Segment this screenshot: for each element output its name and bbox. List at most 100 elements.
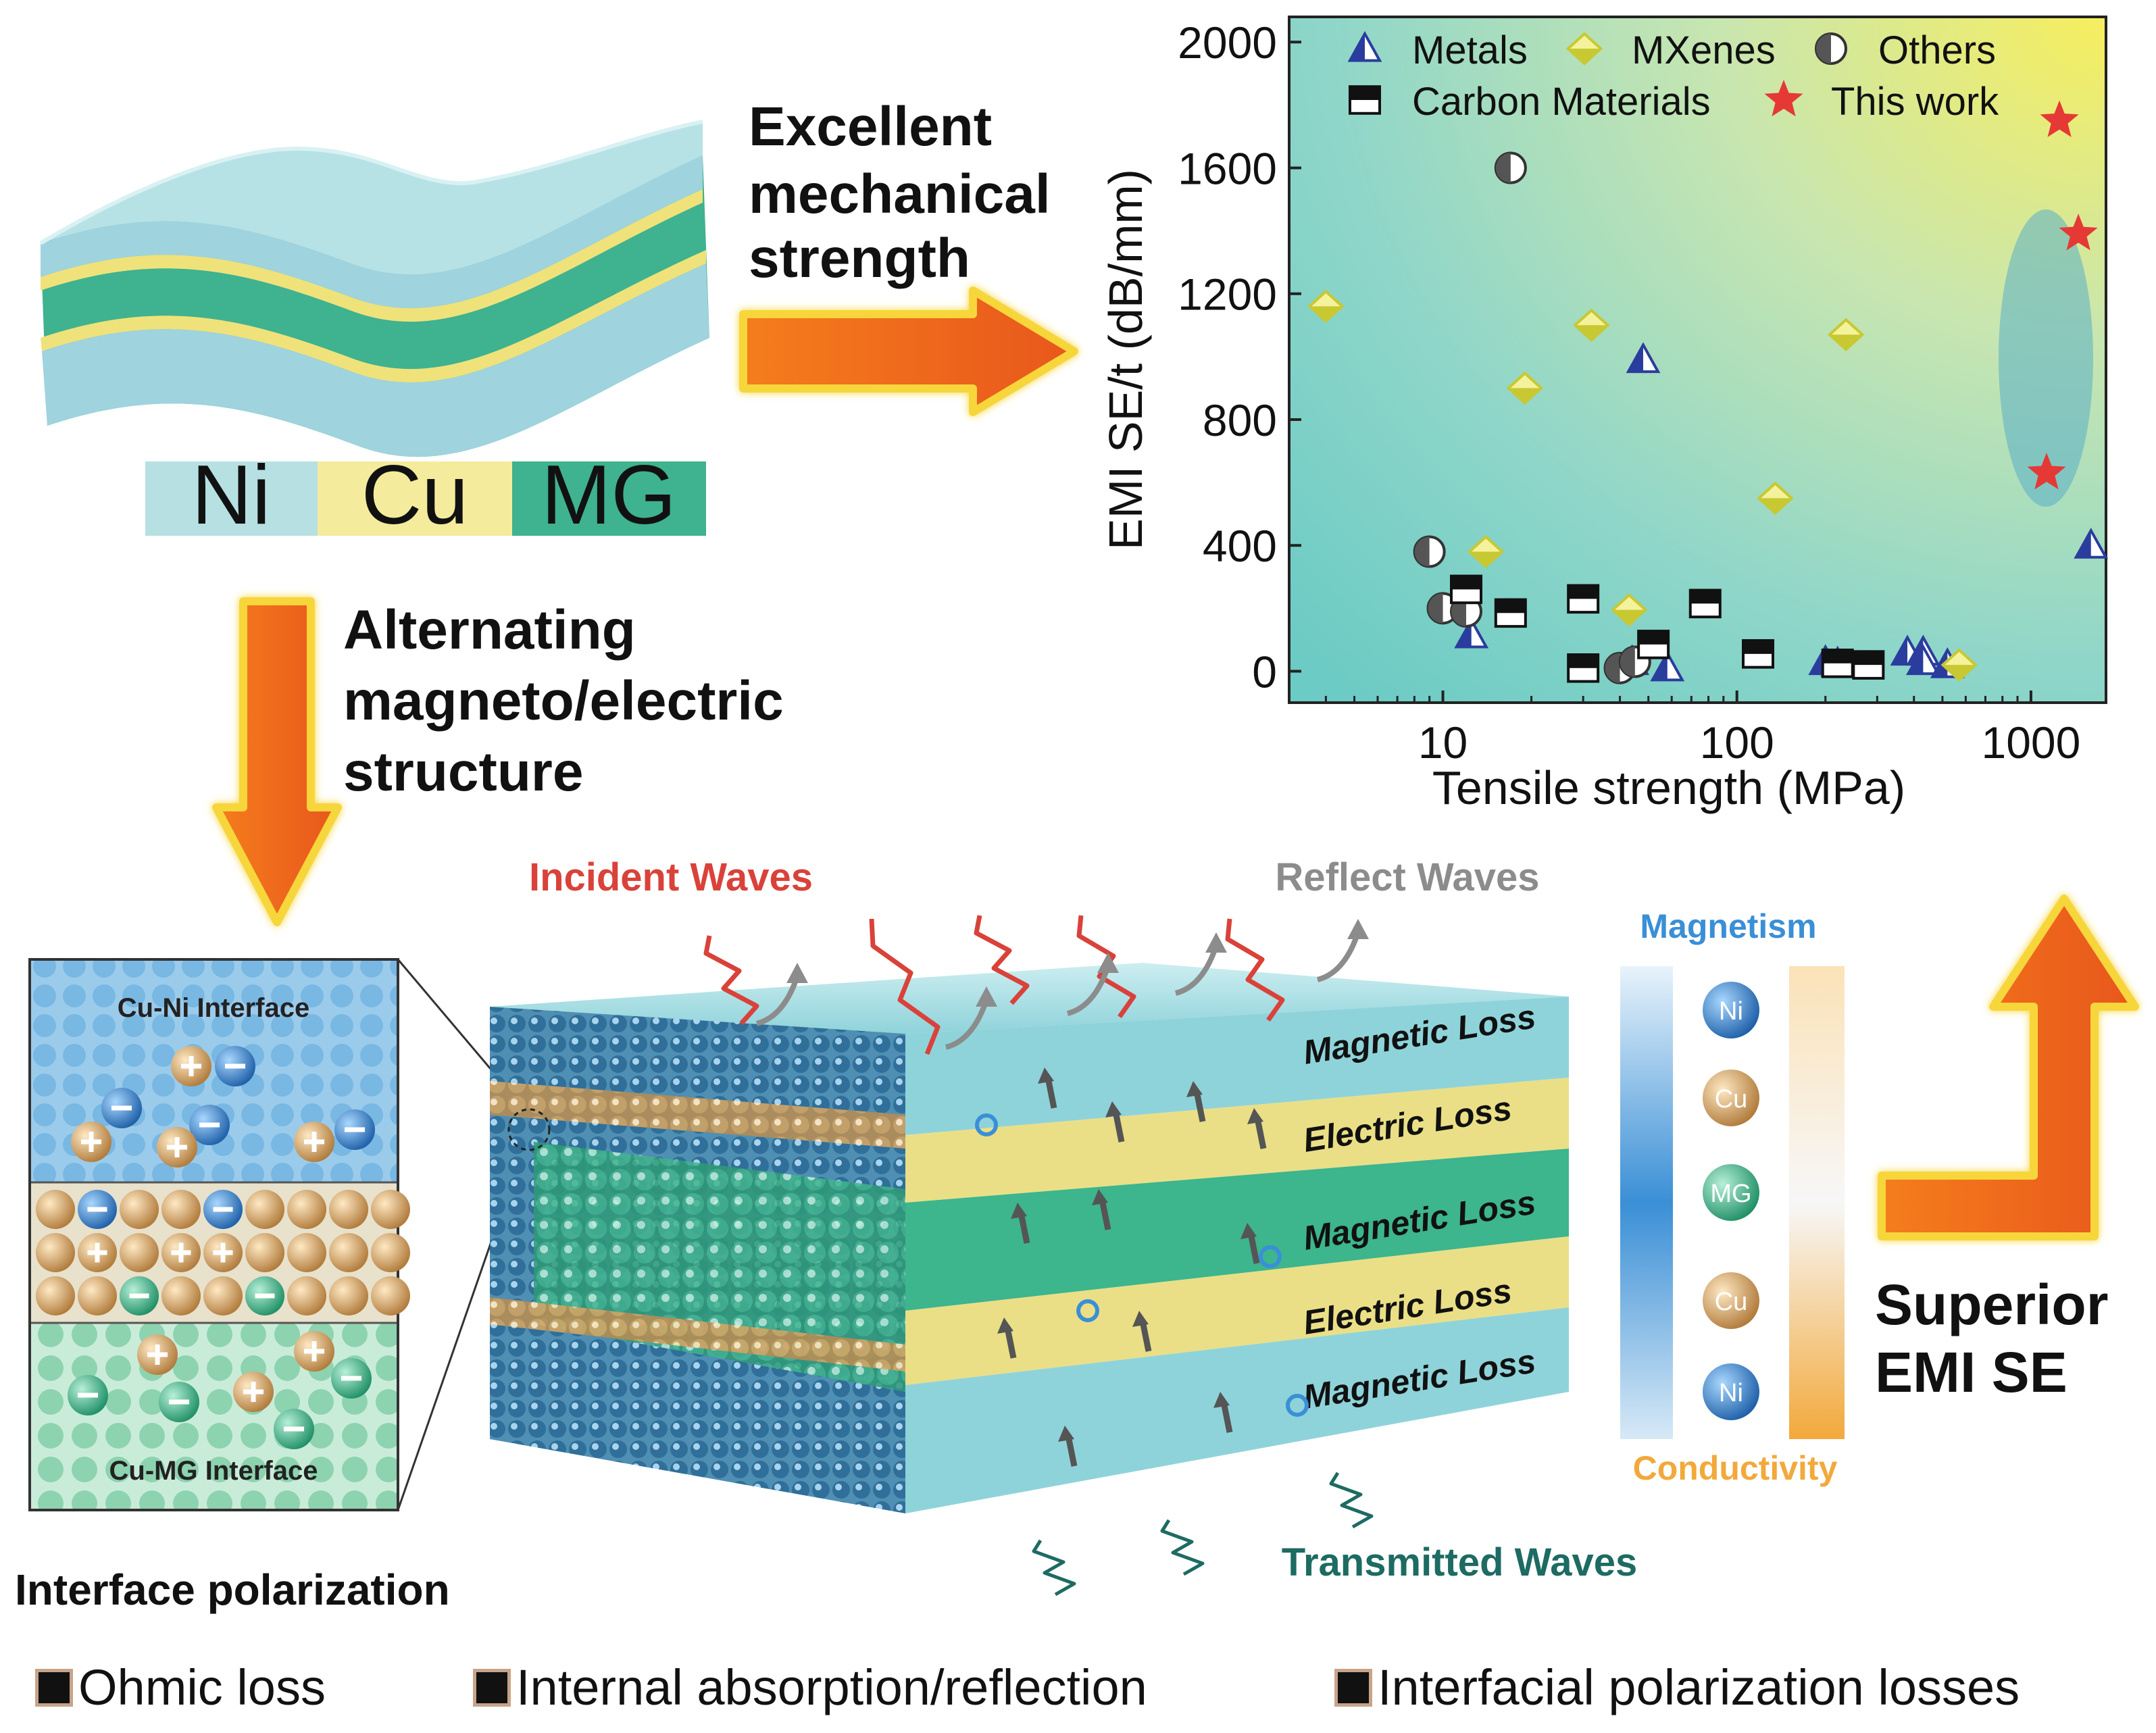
cu-atom [287, 1276, 326, 1315]
mxenes-point-fill [1942, 665, 1976, 680]
cu-atom [329, 1276, 368, 1315]
carbon-materials-point-fill [1495, 599, 1526, 613]
front-layer-2 [905, 1078, 1569, 1203]
front-layer-4 [905, 1236, 1569, 1385]
ni-ball [1703, 1363, 1759, 1420]
material-legend: Ni Cu MG [145, 449, 706, 542]
laminate-illustration [39, 120, 709, 457]
right-arrow [739, 286, 1078, 416]
ball-label: Ni [1719, 997, 1743, 1026]
cu-atom [161, 1190, 201, 1229]
transmitted-waves-label: Transmitted Waves [1282, 1540, 1637, 1584]
transmitted-wave [1032, 1539, 1076, 1597]
metals-point-fill [1456, 620, 1472, 647]
mg-swatch [512, 461, 706, 536]
legend-square-icon [473, 1668, 511, 1707]
cu-atom [329, 1190, 368, 1229]
inner-arrowhead [1105, 1101, 1122, 1117]
incident-wave [703, 935, 759, 1026]
interface-atoms [36, 1046, 410, 1449]
ball-label: Cu [1715, 1085, 1748, 1113]
mxenes-point-fill [1759, 498, 1792, 513]
cu-atom [371, 1233, 410, 1272]
cu-atom [329, 1233, 368, 1272]
reflect-wave [1316, 931, 1361, 982]
ball-label: Cu [1715, 1288, 1748, 1316]
cu-atom [36, 1276, 75, 1315]
x-tick-label: 1000 [1981, 718, 2080, 768]
cu-ball [1703, 1070, 1759, 1126]
inner-arrow [1099, 1202, 1111, 1230]
inner-arrowhead [1240, 1223, 1257, 1239]
cu-atom [36, 1233, 75, 1272]
magnetism-label: Magnetism [1640, 907, 1816, 945]
others-point-fill [1605, 653, 1620, 683]
mxenes-point-fill [1830, 334, 1863, 350]
eddy-current-icon [1286, 1394, 1309, 1417]
alternating-label-1: Alternating [343, 599, 636, 661]
mxenes-point-fill [1309, 306, 1343, 322]
inner-arrow [1045, 1080, 1057, 1109]
ni-label: Ni [191, 449, 270, 542]
legend-this-work-label: This work [1831, 80, 1999, 124]
inner-arrowhead [1213, 1392, 1230, 1408]
this-work-highlight [1999, 209, 2093, 507]
ball-label: MG [1710, 1180, 1751, 1208]
superior-label-2: EMI SE [1875, 1340, 2067, 1404]
y-tick-label: 800 [1203, 395, 1277, 445]
reflect-wave [1174, 945, 1219, 996]
y-axis-label: EMI SE/t (dB/mm) [1099, 169, 1152, 550]
legend-ohmic: Ohmic loss [35, 1659, 326, 1716]
interface-panel: Cu-Ni Interface Cu-MG Interface [28, 958, 410, 1511]
conductivity-label: Conductivity [1633, 1449, 1838, 1487]
chart-marks [1307, 100, 2109, 684]
carbon-materials-point-fill [1568, 654, 1599, 668]
incident-wave [974, 915, 1030, 1005]
carbon-materials-point-fill [1690, 590, 1720, 604]
inner-arrowhead [1186, 1081, 1203, 1097]
carbon-materials-point-fill [1743, 641, 1774, 654]
cu-atom [245, 1233, 284, 1272]
magnetism-bar [1620, 966, 1673, 1439]
legend-square-icon [35, 1668, 73, 1707]
reflect-arrowhead [1205, 932, 1227, 953]
front-layer-1 [905, 997, 1569, 1135]
up-arrow [1878, 895, 2139, 1240]
legend-internal-label: Internal absorption/reflection [516, 1659, 1147, 1715]
superior-label-1: Superior [1875, 1273, 2108, 1336]
metals-point-fill [1908, 647, 1924, 674]
inner-arrow [1221, 1405, 1233, 1433]
mechanical-label-3: strength [749, 228, 970, 289]
eddy-current-icon [1076, 1299, 1099, 1322]
down-arrow [212, 597, 342, 926]
cu-atom [120, 1233, 159, 1272]
cu-atom [287, 1233, 326, 1272]
legend-mxenes-label: MXenes [1632, 28, 1776, 72]
inner-arrow [1005, 1330, 1017, 1359]
inner-arrowhead [1058, 1426, 1074, 1442]
others-point-fill [1414, 536, 1430, 567]
reflect-waves-label: Reflect Waves [1275, 855, 1539, 899]
mg-ball [1703, 1164, 1759, 1221]
metals-point-fill [1892, 637, 1908, 665]
inner-arrowhead [1038, 1068, 1054, 1084]
cu-atom [245, 1190, 284, 1229]
eddy-current-icon [975, 1113, 998, 1136]
wave-arrows [703, 915, 1374, 1597]
interface-polarization-caption: Interface polarization [15, 1565, 450, 1614]
this-work-point [2027, 453, 2066, 490]
cu-swatch [318, 461, 512, 536]
x-axis-label: Tensile strength (MPa) [1432, 761, 1905, 814]
inner-arrowhead [1011, 1203, 1027, 1219]
y-tick-label: 2000 [1178, 18, 1277, 68]
block-top-face [490, 963, 1569, 1034]
cu-atom [287, 1190, 326, 1229]
incident-wave [869, 918, 941, 1055]
incident-waves-label: Incident Waves [529, 855, 813, 899]
legend-interfacial-label: Interfacial polarization losses [1378, 1659, 2020, 1715]
reflect-wave [755, 975, 800, 1026]
this-work-point [2059, 214, 2098, 251]
